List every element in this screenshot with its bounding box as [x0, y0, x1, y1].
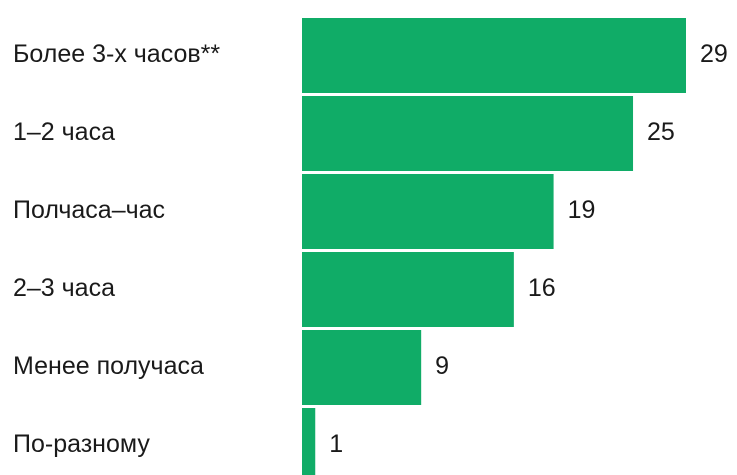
category-label-5: По-разному	[13, 430, 150, 458]
category-label-3: 2–3 часа	[13, 274, 115, 302]
bar-1	[302, 96, 634, 171]
category-label-1: 1–2 часа	[13, 118, 115, 146]
value-labels: 29 25 19 16 9 1	[329, 40, 728, 458]
category-label-2: Полчаса–час	[13, 196, 165, 224]
category-labels: Более 3-х часов** 1–2 часа Полчаса–час 2–3 …	[13, 40, 220, 458]
value-label-4: 9	[435, 352, 449, 380]
bar-2	[302, 174, 554, 249]
bar-4	[302, 330, 422, 405]
value-label-2: 19	[568, 196, 596, 224]
bar-0	[302, 18, 686, 93]
value-label-5: 1	[329, 430, 343, 458]
category-label-4: Менее получаса	[13, 352, 204, 380]
value-label-1: 25	[647, 118, 675, 146]
bar-5	[302, 408, 316, 475]
value-label-0: 29	[700, 40, 728, 68]
bars-group	[302, 18, 686, 475]
value-label-3: 16	[528, 274, 556, 302]
bar-3	[302, 252, 514, 327]
category-label-0: Более 3-х часов**	[13, 40, 220, 68]
